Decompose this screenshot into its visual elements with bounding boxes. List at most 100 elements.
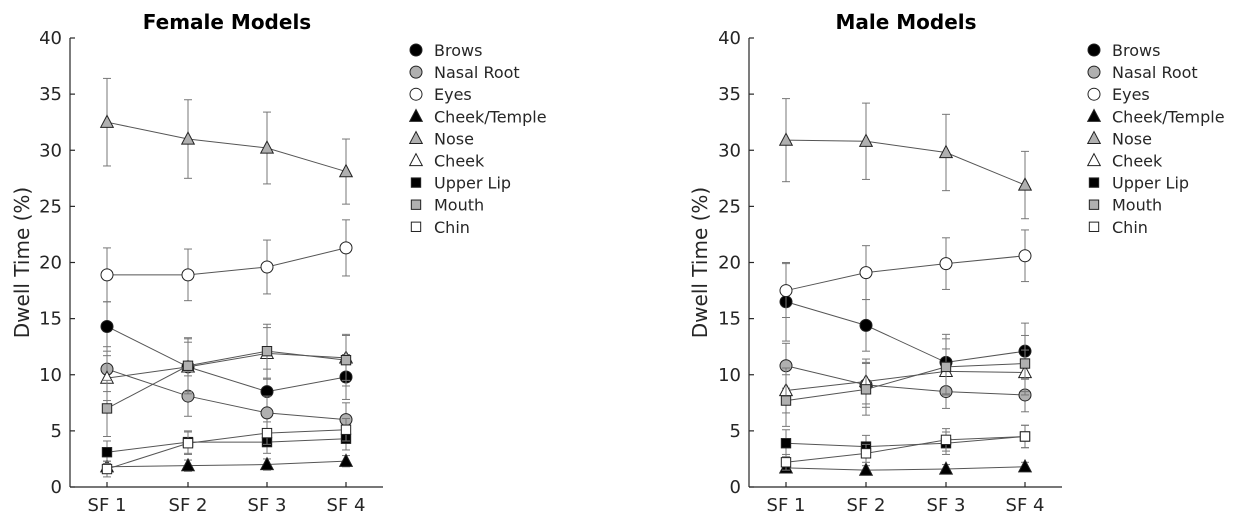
- data-point: [1019, 431, 1031, 442]
- data-point: [938, 461, 954, 475]
- data-point: [778, 132, 794, 146]
- data-point: [780, 438, 792, 449]
- legend-label: Upper Lip: [434, 174, 511, 193]
- series-eyes: [100, 219, 353, 303]
- legend-marker: [1087, 43, 1101, 57]
- series-line: [106, 350, 347, 409]
- x-tick-label: SF 1: [88, 495, 127, 515]
- data-point: [101, 403, 113, 414]
- data-point: [181, 268, 195, 282]
- data-point: [180, 457, 196, 472]
- series-eyes: [779, 229, 1032, 319]
- data-point: [340, 424, 352, 435]
- y-tick-label: 5: [51, 421, 62, 442]
- legend: Brows Nasal Root Eyes Cheek/Temple Nose Cheek…: [1086, 41, 1225, 237]
- y-tick-label: 10: [39, 365, 62, 386]
- series-nasal-root: [779, 342, 1032, 413]
- series-line: [785, 435, 1026, 463]
- legend-label: Nose: [434, 129, 474, 148]
- data-point: [860, 448, 872, 459]
- series-line: [106, 121, 347, 173]
- data-point: [340, 354, 352, 366]
- data-point: [939, 257, 953, 271]
- x-tick-label: SF 2: [169, 495, 208, 515]
- data-point: [260, 260, 274, 274]
- legend-label: Chin: [1112, 218, 1148, 237]
- data-point: [859, 266, 873, 280]
- legend-label: Brows: [1112, 41, 1160, 60]
- y-tick-label: 0: [51, 477, 62, 498]
- series-line: [785, 370, 1026, 391]
- x-tick-label: SF 4: [1006, 495, 1045, 515]
- y-tick-label: 20: [718, 253, 741, 274]
- data-point: [99, 114, 115, 128]
- y-tick-label: 35: [39, 84, 62, 105]
- legend-marker: [1088, 177, 1100, 188]
- legend: Brows Nasal Root Eyes Cheek/Temple Nose Cheek…: [408, 41, 547, 237]
- y-tick-label: 25: [39, 196, 62, 217]
- y-tick-label: 40: [718, 28, 741, 49]
- series-line: [106, 368, 347, 421]
- series-line: [785, 365, 1026, 396]
- legend-marker: [408, 108, 424, 122]
- chart-panel-male-models: Male Models 0 5 10 15 20 25 30 35 40 SF 1 SF 2 SF 3 S…: [688, 10, 1225, 515]
- y-tick-label: 15: [39, 309, 62, 330]
- data-point: [858, 462, 874, 476]
- legend-label: Nasal Root: [434, 63, 520, 82]
- legend-marker: [1086, 108, 1102, 122]
- series-chin: [101, 418, 352, 478]
- x-tick-label: SF 3: [248, 495, 287, 515]
- data-point: [1019, 358, 1031, 369]
- data-point: [780, 395, 792, 406]
- series-nose: [778, 98, 1033, 220]
- y-tick-label: 15: [718, 309, 741, 330]
- legend-label: Mouth: [434, 196, 484, 215]
- data-point: [1017, 177, 1033, 191]
- legend-marker: [409, 43, 423, 57]
- legend-label: Cheek/Temple: [1112, 107, 1225, 126]
- series-line: [106, 429, 347, 470]
- series-line: [785, 255, 1026, 292]
- legend-marker: [410, 221, 422, 232]
- legend-label: Eyes: [434, 85, 472, 104]
- legend-label: Nasal Root: [1112, 63, 1198, 82]
- x-tick-label: SF 2: [847, 495, 886, 515]
- legend-marker: [1087, 65, 1101, 79]
- legend-label: Chin: [434, 218, 470, 237]
- y-tick-label: 30: [718, 140, 741, 161]
- series-line: [785, 466, 1026, 471]
- y-tick-label: 25: [718, 196, 741, 217]
- data-point: [339, 241, 353, 255]
- data-point: [100, 268, 114, 282]
- chart-title: Male Models: [835, 10, 976, 34]
- legend-label: Cheek: [1112, 152, 1163, 171]
- legend-label: Nose: [1112, 129, 1152, 148]
- series-chin: [780, 424, 1031, 471]
- x-tick-label: SF 4: [327, 495, 366, 515]
- legend-label: Cheek/Temple: [434, 107, 547, 126]
- data-point: [1017, 458, 1033, 473]
- series-line: [106, 438, 347, 453]
- data-point: [859, 318, 873, 332]
- data-point: [259, 140, 275, 154]
- y-tick-label: 0: [730, 477, 741, 498]
- data-point: [182, 360, 194, 371]
- data-point: [938, 144, 954, 159]
- data-point: [261, 345, 273, 357]
- y-tick-label: 40: [39, 28, 62, 49]
- legend-label: Brows: [434, 41, 482, 60]
- data-point: [101, 447, 113, 458]
- data-point: [180, 131, 196, 145]
- series-brows: [100, 301, 353, 415]
- data-point: [940, 361, 952, 373]
- legend-marker: [1088, 221, 1100, 232]
- legend-marker: [408, 152, 424, 167]
- data-point: [259, 456, 275, 471]
- data-point: [779, 284, 793, 298]
- data-point: [261, 427, 273, 439]
- legend-marker: [408, 130, 424, 145]
- data-point: [860, 384, 872, 395]
- series-brows: [779, 262, 1032, 391]
- series-mouth: [780, 334, 1031, 427]
